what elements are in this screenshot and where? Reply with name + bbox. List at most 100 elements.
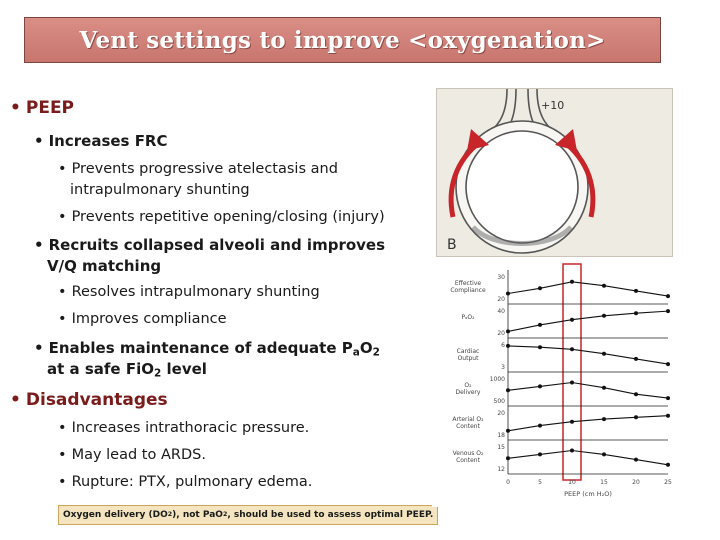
bullet-icon: • [58, 209, 67, 225]
enables-line2-sub: 2 [153, 367, 162, 380]
y-tick-label: 30 [497, 274, 505, 281]
series-label: Output [458, 355, 479, 362]
disadvantage-item-3: • Rupture: PTX, pulmonary edema. [58, 474, 312, 490]
x-tick-label: 15 [600, 479, 608, 486]
bullet-icon: • [10, 390, 21, 410]
series-label: Compliance [450, 287, 486, 294]
data-point [602, 417, 606, 422]
disadvantage-item-3-text: Rupture: PTX, pulmonary edema. [71, 474, 313, 490]
series-line [507, 310, 669, 332]
panel-label: B [447, 237, 457, 253]
bullet-icon: • [58, 161, 67, 177]
x-tick-label: 10 [568, 479, 576, 486]
series-label: Cardiac [457, 348, 480, 355]
arrow-head-right-icon [555, 129, 577, 151]
data-point [506, 343, 510, 348]
data-point [602, 313, 606, 318]
data-point [538, 322, 542, 327]
bullet-icon: • [58, 311, 67, 327]
y-tick-label: 20 [497, 296, 505, 303]
disadvantage-item-2-text: May lead to ARDS. [71, 447, 206, 463]
data-point [506, 456, 510, 461]
series-label: Content [456, 423, 481, 430]
data-point [666, 413, 670, 418]
frc-sub-a-line2: intrapulmonary shunting [70, 182, 250, 198]
data-point [602, 351, 606, 356]
bullet-icon: • [58, 474, 67, 490]
enables-sub-a: a [352, 346, 360, 359]
series-line [507, 281, 669, 297]
bullet-icon: • [58, 447, 67, 463]
frc-sub-a-line1: Prevents progressive atelectasis and [71, 161, 338, 177]
x-axis-label: PEEP (cm H₂O) [564, 490, 612, 498]
data-point [634, 457, 638, 462]
enables-o: O [359, 339, 373, 357]
series-label: Effective [455, 280, 481, 287]
bullet-icon: • [34, 236, 44, 254]
enables-line2: at a safe FiO2 level [47, 360, 207, 380]
data-point [506, 329, 510, 334]
data-point [506, 388, 510, 393]
y-tick-label: 15 [497, 444, 505, 451]
y-tick-label: 40 [497, 308, 505, 315]
x-tick-label: 20 [632, 479, 640, 486]
data-point [666, 362, 670, 367]
disadvantages-heading-text: Disadvantages [25, 390, 168, 410]
data-point [506, 428, 510, 433]
enables-line1: Enables maintenance of adequate P [48, 339, 353, 357]
disadvantage-item-1-text: Increases intrathoracic pressure. [71, 420, 310, 436]
enables-bullet: • Enables maintenance of adequate PaO2 [34, 339, 380, 359]
series-line [507, 449, 669, 466]
pressure-label: +10 [541, 99, 564, 112]
enables-line2-post: level [161, 360, 207, 378]
y-tick-label: 500 [494, 398, 506, 405]
bullet-icon: • [34, 132, 44, 150]
data-point [634, 415, 638, 420]
data-point [602, 452, 606, 457]
y-tick-label: 18 [497, 432, 505, 439]
peep-heading: • PEEP [10, 98, 74, 118]
optimal-peep-note: Oxygen delivery (DO 2), not PaO 2, should … [58, 505, 438, 525]
y-tick-label: 1000 [490, 376, 505, 383]
enables-sub-2: 2 [372, 346, 380, 359]
arrow-head-left-icon [467, 129, 489, 151]
x-tick-label: 0 [506, 479, 510, 486]
alveolus-inner-wall [465, 130, 579, 244]
data-point [570, 419, 574, 424]
bullet-icon: • [10, 98, 21, 118]
series-label: Delivery [456, 389, 481, 396]
alveolus-figure: +10 B [436, 88, 673, 257]
y-tick-label: 3 [501, 364, 505, 371]
disadvantage-item-1: • Increases intrathoracic pressure. [58, 420, 309, 436]
series-label: PₐO₂ [461, 314, 475, 321]
data-point [570, 380, 574, 385]
y-tick-label: 6 [501, 342, 505, 349]
data-point [570, 347, 574, 352]
data-point [666, 396, 670, 401]
note-mid: ), not PaO [172, 510, 223, 520]
series-label: O₂ [464, 382, 472, 389]
bullet-icon: • [34, 339, 44, 357]
frc-bullet: • Increases FRC [34, 132, 168, 150]
data-point [538, 452, 542, 457]
data-point [602, 283, 606, 288]
series-label: Arterial O₂ [452, 416, 484, 423]
alveolus-illustration: +10 B [447, 88, 596, 254]
recruit-sub-b-text: Improves compliance [71, 311, 227, 327]
bullet-icon: • [58, 284, 67, 300]
data-point [634, 311, 638, 316]
data-point [570, 317, 574, 322]
data-point [666, 309, 670, 314]
data-point [602, 385, 606, 390]
y-tick-label: 20 [497, 410, 505, 417]
note-post: , should be used to assess optimal PEEP. [227, 510, 434, 520]
series-line [507, 345, 669, 365]
data-point [538, 423, 542, 428]
y-tick-label: 20 [497, 330, 505, 337]
recruit-sub-b: • Improves compliance [58, 311, 227, 327]
enables-line2-pre: at a safe FiO [47, 360, 154, 378]
recruit-bullet: • Recruits collapsed alveoli and improves [34, 236, 385, 254]
data-point [570, 279, 574, 284]
series-label: Venous O₂ [453, 450, 484, 457]
